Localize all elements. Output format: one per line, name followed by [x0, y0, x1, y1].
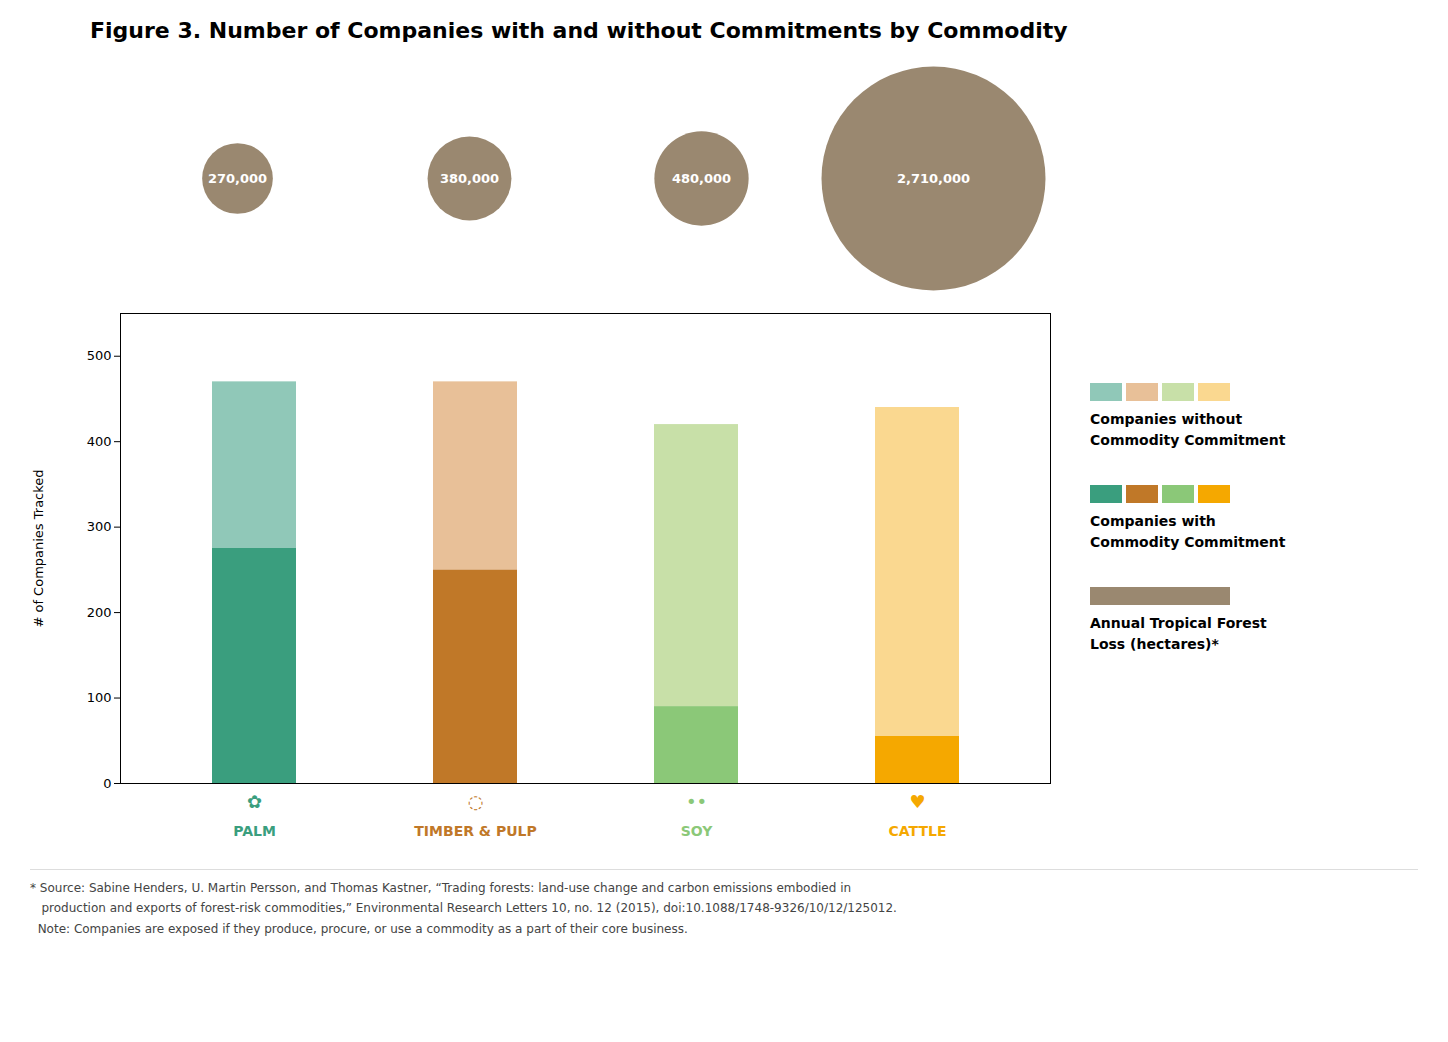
html-text:* Source: Sabine Henders, U. M: * Source: Sabine Henders, U. Martin Pers…	[30, 881, 852, 895]
html-text:Companies with Commodity Commi: Companies with Commodity Commitment	[1090, 513, 1286, 550]
svg-text:480,000: 480,000	[672, 171, 731, 186]
svg-text:TIMBER & PULP: TIMBER & PULP	[414, 823, 536, 839]
svg-text:♥: ♥	[909, 791, 925, 812]
html-text:Companies without Commodity Co: Companies without Commodity Commitment	[1090, 411, 1286, 448]
svg-text:# of Companies Tracked: # of Companies Tracked	[31, 469, 46, 627]
svg-text:PALM: PALM	[233, 823, 276, 839]
html-text:production and exports of fore: production and exports of forest-risk co…	[30, 901, 897, 916]
svg-text:0: 0	[103, 776, 111, 791]
svg-text:2,710,000: 2,710,000	[897, 171, 970, 186]
svg-text:••: ••	[686, 791, 707, 812]
svg-text:400: 400	[87, 434, 112, 449]
svg-text:200: 200	[87, 605, 112, 620]
svg-text:◌: ◌	[468, 791, 484, 812]
svg-text:SOY: SOY	[681, 823, 713, 839]
html-text:Figure 3. Number of Companies: Figure 3. Number of Companies with and w…	[90, 18, 1068, 43]
svg-text:✿: ✿	[247, 791, 262, 812]
svg-text:270,000: 270,000	[208, 171, 267, 186]
svg-text:380,000: 380,000	[440, 171, 499, 186]
html-text:Note: Companies are exposed if: Note: Companies are exposed if they prod…	[30, 921, 688, 936]
svg-text:100: 100	[87, 690, 112, 705]
svg-text:300: 300	[87, 519, 112, 534]
svg-text:500: 500	[87, 348, 112, 363]
svg-text:CATTLE: CATTLE	[889, 823, 947, 839]
html-text:Annual Tropical Forest Loss (h: Annual Tropical Forest Loss (hectares)*	[1090, 615, 1267, 652]
